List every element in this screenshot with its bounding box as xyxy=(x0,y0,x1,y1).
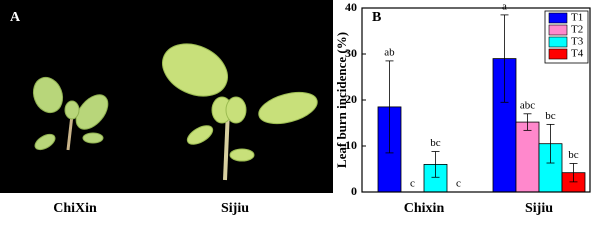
y-tick-label: 30 xyxy=(345,46,357,60)
y-tick-label: 20 xyxy=(345,92,357,106)
error-bar xyxy=(569,163,578,183)
y-tick-label: 10 xyxy=(345,138,357,152)
significance-letter: c xyxy=(410,178,415,190)
panel-label: B xyxy=(372,10,381,25)
photo-caption: ChiXin xyxy=(53,201,97,216)
plant-sijiu xyxy=(162,43,318,181)
y-axis-label: Leaf burn incidence (%) xyxy=(334,32,349,168)
legend-swatch xyxy=(548,36,568,48)
x-tick-label: Chixin xyxy=(404,201,445,216)
x-tick-label: Sijiu xyxy=(525,201,553,216)
y-tick-label: 40 xyxy=(345,0,357,14)
y-tick-label: 0 xyxy=(351,184,357,198)
error-bar xyxy=(500,14,509,103)
significance-letter: a xyxy=(502,0,507,12)
significance-letter: bc xyxy=(568,149,579,161)
legend-label: T3 xyxy=(571,36,584,48)
legend-label: T4 xyxy=(571,48,584,60)
bar xyxy=(515,121,540,193)
significance-letter: ab xyxy=(384,46,395,58)
legend-label: T2 xyxy=(571,24,583,36)
error-bar xyxy=(546,123,555,164)
legend-label: T1 xyxy=(571,12,583,24)
error-bar xyxy=(385,60,394,154)
significance-letter: abc xyxy=(520,99,535,111)
photo-caption: Sijiu xyxy=(221,201,249,216)
figure: A ChiXin Sijiu B Leaf burn incidence (%)… xyxy=(0,0,591,216)
axes-frame xyxy=(361,7,591,193)
significance-letter: bc xyxy=(545,110,556,122)
error-bar xyxy=(523,113,532,131)
error-bar xyxy=(431,151,440,178)
significance-letter: bc xyxy=(430,137,441,149)
legend-swatch xyxy=(548,24,568,36)
plant-chixin xyxy=(32,76,109,151)
panel-label: A xyxy=(10,10,21,25)
legend-swatch xyxy=(548,12,568,24)
legend-swatch xyxy=(548,48,568,60)
significance-letter: c xyxy=(456,178,461,190)
